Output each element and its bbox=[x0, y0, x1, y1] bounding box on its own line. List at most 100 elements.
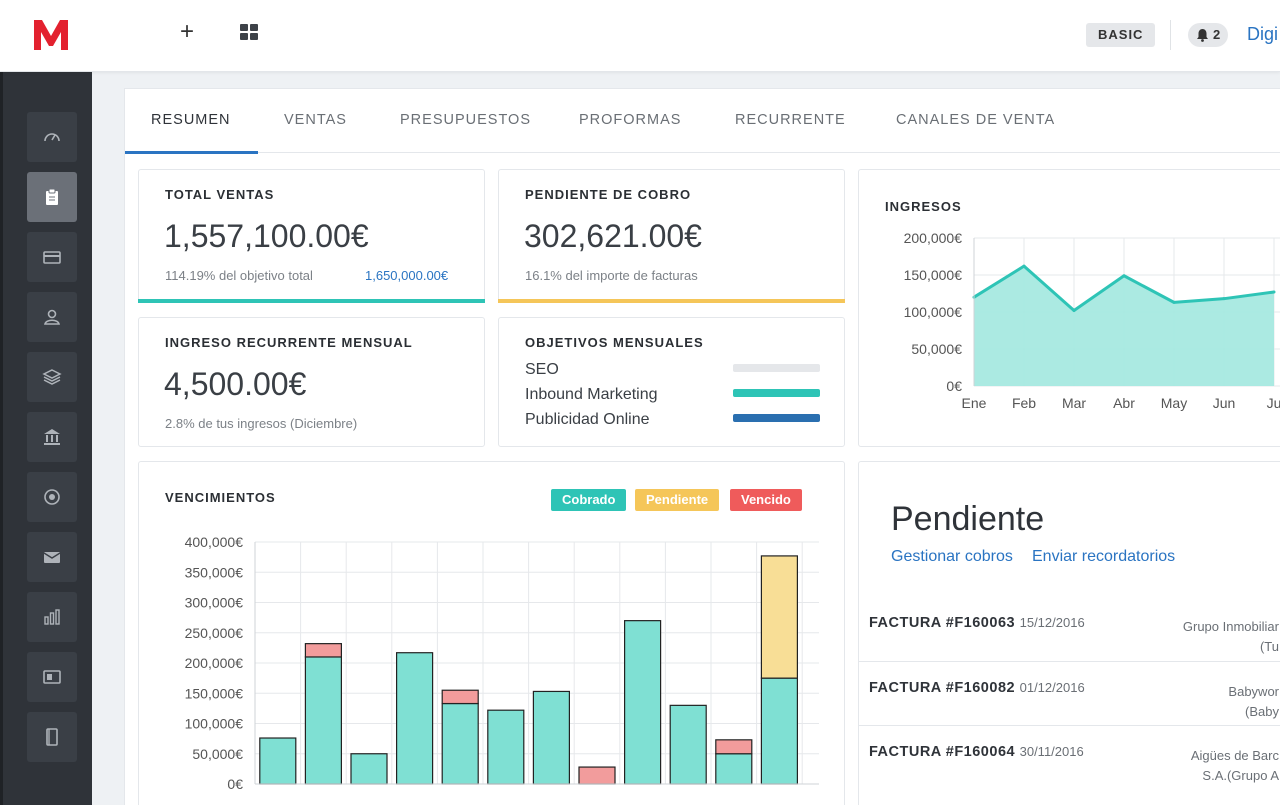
legend-vencido[interactable]: Vencido bbox=[730, 489, 802, 511]
main-panel: RESUMEN VENTAS PRESUPUESTOS PROFORMAS RE… bbox=[124, 88, 1280, 805]
tab-proformas[interactable]: PROFORMAS bbox=[579, 112, 682, 128]
y-tick-label: 400,000€ bbox=[185, 534, 244, 550]
card-icon bbox=[43, 251, 61, 264]
tab-ventas[interactable]: VENTAS bbox=[284, 112, 347, 128]
ingresos-point bbox=[1222, 297, 1226, 301]
x-tick-label: Abr bbox=[1113, 395, 1135, 411]
invoice-row[interactable]: FACTURA #F160064 30/11/2016 Aigües de Ba… bbox=[859, 725, 1280, 789]
objective-target-link[interactable]: 1,650,000.00€ bbox=[365, 268, 449, 283]
total-ventas-color-bar bbox=[138, 299, 485, 303]
vencimientos-card[interactable]: VENCIMIENTOS Cobrado Pendiente Vencido 0… bbox=[138, 461, 845, 805]
y-tick-label: 50,000€ bbox=[911, 341, 962, 357]
bar-vencido bbox=[715, 739, 753, 755]
y-tick-label: 300,000€ bbox=[185, 595, 244, 611]
tab-resumen[interactable]: RESUMEN bbox=[151, 112, 231, 128]
invoice-date: 30/11/2016 bbox=[1019, 744, 1084, 759]
tab-canales-de-venta[interactable]: CANALES DE VENTA bbox=[896, 112, 1056, 128]
bar-cobrado bbox=[350, 753, 388, 785]
invoice-row[interactable]: FACTURA #F160082 01/12/2016 Babywor (Baby bbox=[859, 661, 1280, 725]
pendiente-cobro-value: 302,621.00€ bbox=[524, 218, 702, 254]
plan-badge[interactable]: BASIC bbox=[1086, 23, 1156, 47]
y-tick-label: 200,000€ bbox=[904, 230, 963, 246]
bar-cobrado bbox=[715, 753, 753, 785]
notification-count: 2 bbox=[1213, 27, 1221, 42]
bar-vencido bbox=[578, 766, 616, 785]
invoice-number: FACTURA #F160082 01/12/2016 bbox=[869, 680, 1085, 696]
sidebar-item-products[interactable] bbox=[27, 352, 77, 402]
notifications-button[interactable]: 2 bbox=[1188, 23, 1229, 47]
x-tick-label: Mar bbox=[1062, 395, 1086, 411]
invoice-number: FACTURA #F160064 30/11/2016 bbox=[869, 744, 1084, 760]
tab-recurrente[interactable]: RECURRENTE bbox=[735, 112, 846, 128]
clipboard-icon bbox=[46, 188, 58, 205]
total-ventas-card[interactable]: TOTAL VENTAS 1,557,100.00€ 114.19% del o… bbox=[138, 169, 485, 303]
pendiente-cobro-card[interactable]: PENDIENTE DE COBRO 302,621.00€ 16.1% del… bbox=[498, 169, 845, 303]
sidebar-item-sales[interactable] bbox=[27, 172, 77, 222]
sidebar-item-docs[interactable] bbox=[27, 712, 77, 762]
ingresos-point bbox=[1022, 264, 1026, 268]
ingresos-area bbox=[974, 266, 1274, 386]
ingreso-recurrente-value: 4,500.00€ bbox=[164, 366, 307, 402]
ingresos-card[interactable]: INGRESOS 0€ 50,000€ 100,000€ 150,000€ 200,00… bbox=[858, 169, 1280, 447]
objetivos-card[interactable]: OBJETIVOS MENSUALES SEO Inbound Marketin… bbox=[498, 317, 845, 447]
ingresos-point bbox=[1172, 300, 1176, 304]
invoice-client: Babywor (Baby bbox=[1228, 684, 1279, 719]
bar-cobrado bbox=[532, 690, 570, 785]
sidebar-item-contacts[interactable] bbox=[27, 292, 77, 342]
legend-cobrado[interactable]: Cobrado bbox=[551, 489, 627, 511]
bar-vencido bbox=[441, 689, 479, 705]
tab-presupuestos[interactable]: PRESUPUESTOS bbox=[400, 112, 531, 128]
sidebar-item-goals[interactable] bbox=[27, 472, 77, 522]
invoice-client: Grupo Inmobiliar (Tu bbox=[1182, 619, 1279, 654]
x-tick-label: Feb bbox=[1012, 395, 1036, 411]
goal-label-inbound: Inbound Marketing bbox=[525, 386, 658, 403]
add-button[interactable]: + bbox=[179, 18, 194, 45]
y-tick-label: 150,000€ bbox=[904, 267, 963, 283]
sidebar-item-bank[interactable] bbox=[27, 412, 77, 462]
ingreso-recurrente-sub: 2.8% de tus ingresos (Diciembre) bbox=[165, 416, 358, 431]
card-title: PENDIENTE DE COBRO bbox=[525, 187, 692, 202]
apps-grid-icon[interactable] bbox=[240, 24, 259, 41]
tab-bar: RESUMEN VENTAS PRESUPUESTOS PROFORMAS RE… bbox=[125, 89, 1280, 154]
y-tick-label: 150,000€ bbox=[185, 685, 244, 701]
goal-label-seo: SEO bbox=[525, 361, 559, 378]
logo[interactable] bbox=[32, 18, 70, 52]
bar-cobrado bbox=[624, 620, 662, 785]
bar-chart-icon bbox=[44, 609, 60, 625]
y-tick-label: 250,000€ bbox=[185, 625, 244, 641]
y-tick-label: 200,000€ bbox=[185, 655, 244, 671]
card-title: TOTAL VENTAS bbox=[165, 187, 275, 202]
bar-cobrado bbox=[487, 709, 525, 785]
gestionar-cobros-link[interactable]: Gestionar cobros bbox=[891, 548, 1013, 565]
bell-icon bbox=[1197, 29, 1208, 42]
card-title: VENCIMIENTOS bbox=[165, 490, 276, 505]
ingreso-recurrente-card[interactable]: INGRESO RECURRENTE MENSUAL 4,500.00€ 2.8… bbox=[138, 317, 485, 447]
y-tick-label: 50,000€ bbox=[192, 746, 243, 762]
sidebar-item-apps[interactable] bbox=[27, 652, 77, 702]
pendiente-cobro-color-bar bbox=[498, 299, 845, 303]
pendiente-card: Pendiente Gestionar cobros Enviar record… bbox=[858, 461, 1280, 805]
ingresos-point bbox=[1272, 290, 1276, 294]
sidebar-item-dashboard[interactable] bbox=[27, 112, 77, 162]
sidebar-item-reports[interactable] bbox=[27, 592, 77, 642]
sidebar-item-payments[interactable] bbox=[27, 232, 77, 282]
total-ventas-sub: 114.19% del objetivo total bbox=[165, 268, 313, 283]
contacts-icon bbox=[44, 309, 60, 325]
dashboard-icon bbox=[44, 133, 60, 142]
invoice-row[interactable]: FACTURA #F160063 15/12/2016 Grupo Inmobi… bbox=[859, 597, 1280, 661]
pendiente-title: Pendiente bbox=[891, 500, 1045, 538]
sidebar bbox=[0, 72, 92, 805]
book-icon bbox=[46, 728, 58, 746]
sidebar-item-mail[interactable] bbox=[27, 532, 77, 582]
card-title: INGRESOS bbox=[885, 199, 962, 214]
vencimientos-chart: 0€ 50,000€ 100,000€ 150,000€ 200,000€ 250,000… bbox=[185, 534, 819, 792]
x-tick-label: Ju bbox=[1267, 395, 1280, 411]
enviar-recordatorios-link[interactable]: Enviar recordatorios bbox=[1032, 548, 1176, 565]
legend-pendiente[interactable]: Pendiente bbox=[635, 489, 720, 511]
y-tick-label: 100,000€ bbox=[904, 304, 963, 320]
user-menu[interactable]: Digi bbox=[1247, 24, 1279, 44]
bar-cobrado bbox=[760, 677, 799, 785]
total-ventas-value: 1,557,100.00€ bbox=[164, 218, 369, 254]
goal-progress-publicidad bbox=[733, 414, 820, 422]
bar-cobrado bbox=[304, 656, 342, 785]
